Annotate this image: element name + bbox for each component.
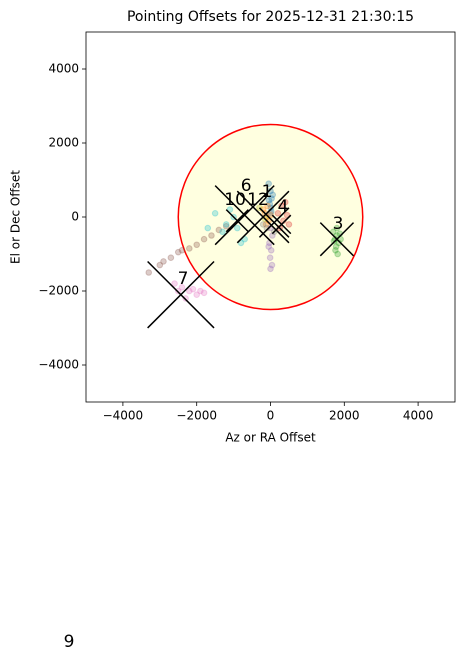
point <box>174 287 182 295</box>
point <box>267 247 275 254</box>
point <box>186 287 193 295</box>
cross-stroke <box>214 185 275 246</box>
point <box>171 280 178 287</box>
point <box>267 265 274 273</box>
cross-stroke <box>319 222 355 257</box>
point <box>233 224 241 232</box>
x-tick-label: 2000 <box>329 409 360 423</box>
point <box>285 221 293 228</box>
annotation: 9 <box>64 632 75 652</box>
point <box>268 261 276 269</box>
point <box>262 221 270 228</box>
x-tick-label: 4000 <box>403 409 434 423</box>
point <box>200 235 208 243</box>
cross-stroke <box>147 260 215 329</box>
y-tick-label: −4000 <box>38 358 79 372</box>
point <box>266 254 274 262</box>
y-tick-label: 4000 <box>48 62 79 76</box>
point <box>200 289 208 297</box>
point <box>264 202 271 210</box>
point <box>145 269 153 276</box>
point <box>222 222 230 230</box>
point <box>204 224 212 232</box>
annotation: 10 <box>224 190 246 210</box>
annotation: 7 <box>178 269 189 289</box>
point <box>278 202 285 210</box>
point <box>178 247 186 254</box>
overlay: −4000 −2000 0 2000 4000 −4000 −2000 0 2000 4000 16… <box>38 31 456 652</box>
cross-marker <box>214 185 275 246</box>
annotation: 12 <box>247 190 269 210</box>
point <box>222 221 230 228</box>
point <box>189 285 197 293</box>
point <box>215 226 223 234</box>
point <box>174 248 182 256</box>
point <box>186 245 193 252</box>
annotation: 4 <box>278 197 289 217</box>
cross-stroke <box>225 209 249 233</box>
point <box>269 191 277 199</box>
point <box>267 204 275 212</box>
point <box>333 224 341 232</box>
chart-title: Pointing Offsets for 2025-12-31 21:30:15 <box>127 9 414 25</box>
y-tick-label: −2000 <box>38 284 79 298</box>
point <box>208 232 215 239</box>
point <box>265 243 272 250</box>
point <box>156 261 164 269</box>
point <box>274 210 282 217</box>
cross-stroke <box>258 207 290 238</box>
point <box>265 180 272 187</box>
annotation: 3 <box>333 214 344 234</box>
point <box>332 243 340 250</box>
point <box>211 210 219 217</box>
cross-marker <box>271 214 292 235</box>
cross-marker <box>225 209 249 233</box>
point <box>182 295 189 302</box>
cross-marker <box>236 190 290 244</box>
point <box>167 254 175 262</box>
point <box>219 228 226 236</box>
y-axis-label: El or Dec Offset <box>9 170 23 264</box>
annotation: 6 <box>241 176 252 196</box>
point <box>332 247 339 254</box>
point <box>281 198 289 206</box>
target-circle <box>177 123 364 311</box>
point <box>259 221 267 228</box>
plot-area <box>145 123 364 329</box>
cross-marker <box>319 222 355 257</box>
point <box>334 250 341 258</box>
point <box>160 258 167 265</box>
point <box>268 195 275 202</box>
point <box>330 237 338 245</box>
annotation: 1 <box>262 182 273 202</box>
x-axis-label: Az or RA Offset <box>225 431 316 445</box>
cross-marker <box>258 207 290 238</box>
point <box>178 284 186 291</box>
y-tick-label: 0 <box>71 210 79 224</box>
x-tick-label: −2000 <box>176 409 217 423</box>
point <box>265 197 273 204</box>
x-tick-label: −4000 <box>103 409 144 423</box>
cross-marker <box>147 260 215 329</box>
point <box>193 241 200 249</box>
y-tick-label: 2000 <box>48 136 79 150</box>
cross-stroke <box>236 190 290 244</box>
point <box>266 200 274 208</box>
cross-stroke <box>271 214 292 235</box>
point <box>193 291 200 299</box>
x-tick-label: 0 <box>267 409 275 423</box>
point <box>197 287 204 295</box>
